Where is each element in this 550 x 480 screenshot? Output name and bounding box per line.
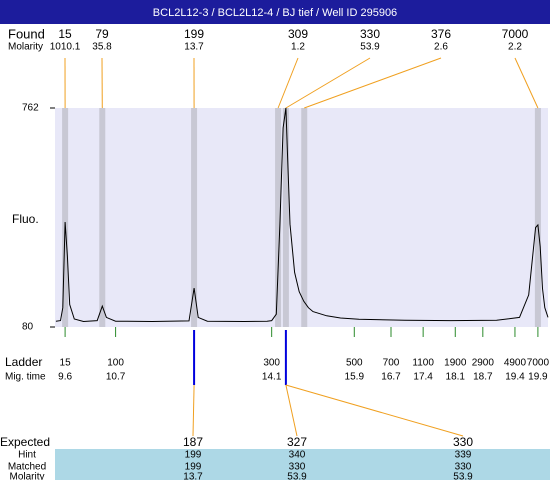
found-size: 376 [431, 27, 451, 41]
peak-connector [285, 57, 371, 109]
found-size: 79 [95, 27, 109, 41]
peak-band [534, 108, 541, 327]
y-tick-label: 762 [22, 103, 39, 114]
y-axis-label: Fluo. [12, 212, 39, 226]
ladder-time: 10.7 [106, 372, 126, 383]
found-molarity: 53.9 [360, 42, 380, 53]
found-size: 309 [288, 27, 308, 41]
peak-band [99, 108, 106, 327]
ladder-size: 7000 [527, 358, 550, 369]
row-label: Expected [0, 435, 50, 449]
found-size: 199 [184, 27, 204, 41]
ladder-label: Ladder [5, 355, 42, 369]
chart-title: BCL2L12-3 / BCL2L12-4 / BJ tief / Well I… [153, 7, 397, 19]
peak-connector [304, 57, 442, 109]
row-label: Matched [8, 462, 46, 473]
ladder-size: 15 [60, 358, 72, 369]
peak-connector [514, 57, 539, 109]
expected-connector [285, 384, 298, 437]
ladder-size: 1900 [444, 358, 467, 369]
ladder-time: 16.7 [381, 372, 401, 383]
peak-band [62, 108, 69, 327]
found-label: Found [8, 26, 45, 41]
table-cell: 187 [183, 435, 203, 449]
trace [55, 107, 549, 323]
ladder-size: 300 [263, 358, 280, 369]
found-molarity: 35.8 [92, 42, 112, 53]
table-cell: 13.7 [183, 472, 203, 480]
peak-band [191, 108, 198, 327]
found-molarity: 13.7 [184, 42, 204, 53]
y-tick-label: 80 [22, 322, 34, 333]
found-molarity: 2.2 [508, 42, 522, 53]
molarity-label: Molarity [8, 42, 43, 53]
peak-band [301, 108, 308, 327]
mig-time-label: Mig. time [5, 372, 46, 383]
ladder-time: 17.4 [413, 372, 433, 383]
peak-connector [277, 57, 299, 109]
table-cell: 199 [185, 450, 202, 461]
row-label: Hint [18, 450, 36, 461]
ladder-time: 14.1 [262, 372, 282, 383]
peak-band [282, 108, 289, 327]
ladder-time: 19.9 [528, 372, 548, 383]
ladder-size: 2900 [472, 358, 495, 369]
header-bar [0, 0, 550, 24]
expected-connector [285, 384, 464, 437]
ladder-time: 9.6 [58, 372, 72, 383]
table-cell: 330 [455, 462, 472, 473]
peak-band [275, 108, 282, 327]
table-cell: 199 [185, 462, 202, 473]
found-size: 7000 [502, 27, 529, 41]
row-label: Molarity [9, 472, 44, 480]
ladder-time: 18.1 [446, 372, 466, 383]
found-molarity: 1010.1 [50, 42, 81, 53]
ladder-size: 500 [346, 358, 363, 369]
ladder-size: 4900 [504, 358, 527, 369]
table-cell: 330 [453, 435, 473, 449]
ladder-size: 100 [107, 358, 124, 369]
table-cell: 340 [289, 450, 306, 461]
found-molarity: 1.2 [291, 42, 305, 53]
found-size: 330 [360, 27, 380, 41]
table-cell: 327 [287, 435, 307, 449]
ladder-size: 1100 [412, 358, 434, 369]
table-cell: 339 [455, 450, 472, 461]
ladder-time: 15.9 [345, 372, 365, 383]
found-molarity: 2.6 [434, 42, 448, 53]
table-cell: 330 [289, 462, 306, 473]
table-highlight [55, 449, 550, 480]
table-cell: 53.9 [453, 472, 473, 480]
ladder-size: 700 [383, 358, 400, 369]
table-cell: 53.9 [287, 472, 307, 480]
ladder-time: 19.4 [505, 372, 525, 383]
ladder-time: 18.7 [473, 372, 493, 383]
expected-connector [192, 384, 195, 437]
found-size: 15 [58, 27, 72, 41]
